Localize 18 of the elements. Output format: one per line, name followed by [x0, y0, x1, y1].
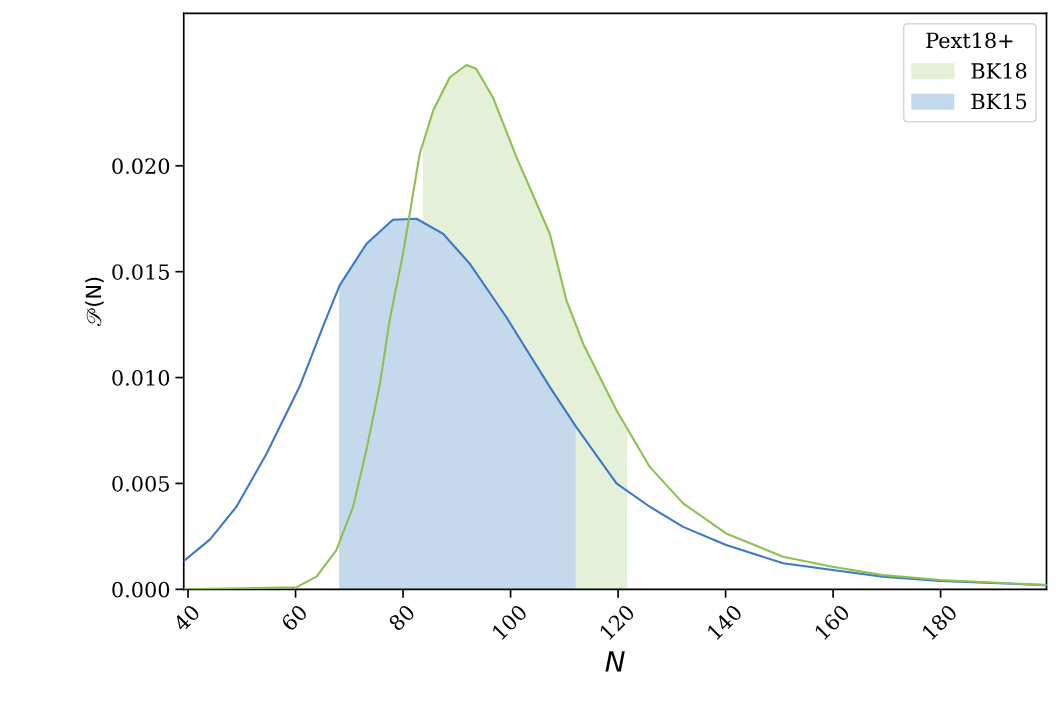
legend-label: BK15	[971, 93, 1027, 110]
y-tick-label: 0.005	[112, 475, 169, 492]
x-axis-title: N	[605, 651, 625, 672]
x-tick-label: 140	[706, 603, 743, 641]
x-tick-label: 160	[813, 603, 851, 641]
y-tick-label: 0.010	[112, 370, 170, 386]
x-tick-label: 180	[921, 603, 958, 641]
legend-label: BK18	[971, 63, 1027, 79]
x-tick-label: 120	[598, 603, 636, 641]
legend-title: Pext18+	[926, 32, 1013, 49]
x-tick-label: 60	[280, 603, 309, 632]
x-tick-label: 100	[491, 603, 528, 641]
x-tick-label: 80	[387, 603, 416, 632]
y-tick-label: 0.015	[112, 264, 169, 280]
y-tick-label: 0.000	[112, 581, 170, 598]
x-tick-label: 40	[172, 603, 201, 633]
y-axis-title: 𝒫(N)	[85, 277, 104, 326]
y-tick-label: 0.020	[112, 158, 170, 174]
